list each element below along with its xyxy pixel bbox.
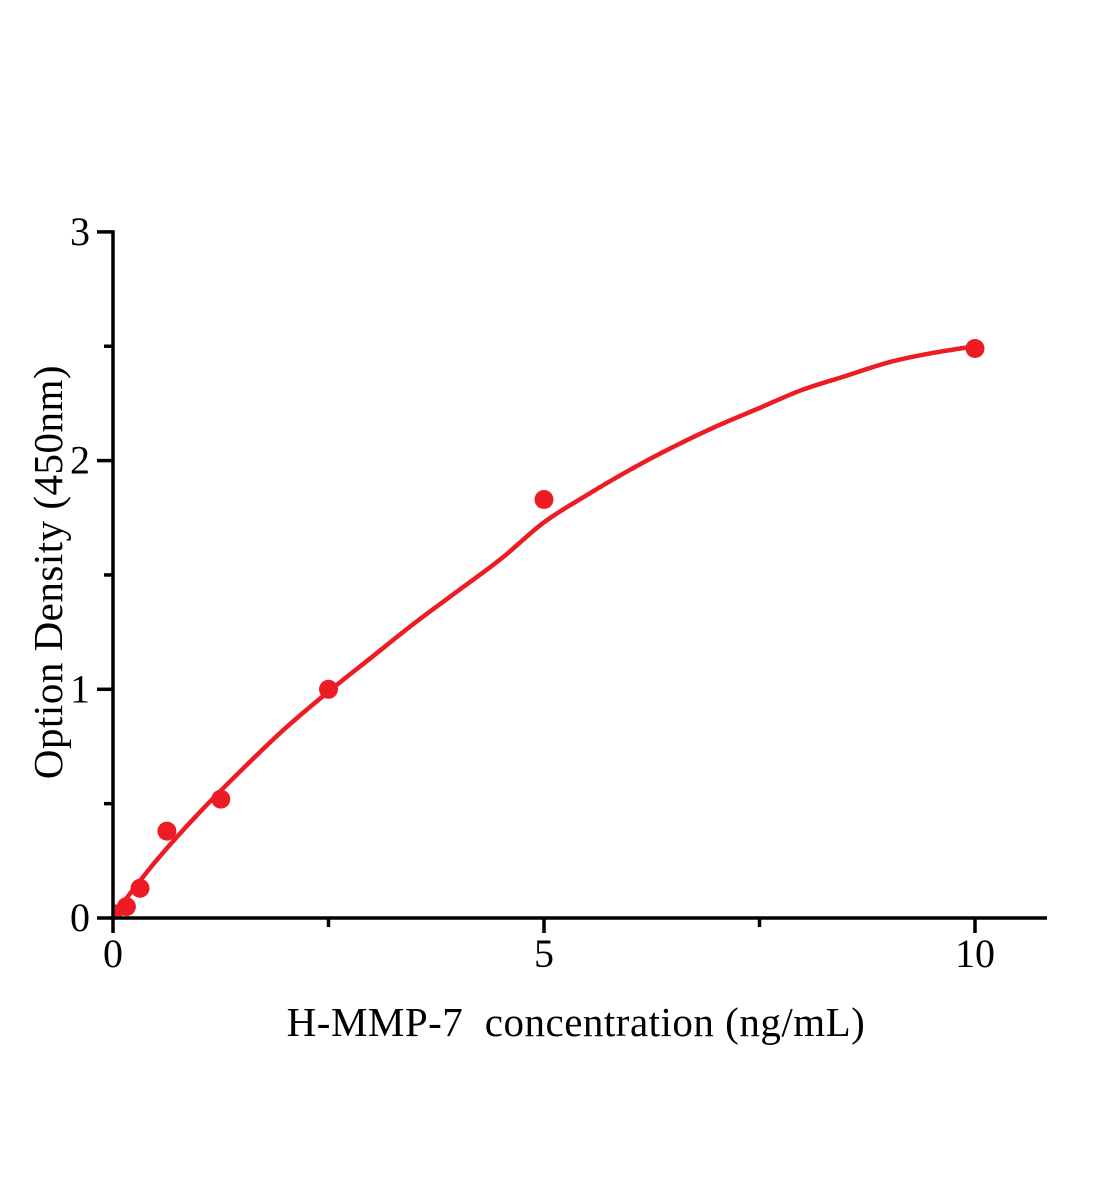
y-axis-title: Option Density (450nm) [25, 364, 71, 780]
x-tick-label: 0 [103, 931, 123, 976]
fit-curve-line [114, 344, 978, 917]
y-tick-label: 3 [70, 209, 90, 254]
data-point [130, 878, 150, 898]
data-point [965, 339, 985, 358]
data-point [534, 490, 554, 509]
y-tick-label: 1 [70, 666, 90, 711]
x-tick-label: 5 [534, 931, 554, 976]
x-axis-title: H-MMP-7 concentration (ng/mL) [286, 999, 866, 1045]
y-tick-label: 2 [70, 438, 90, 483]
data-point [211, 789, 231, 809]
data-point [157, 821, 177, 841]
data-point [319, 679, 338, 699]
y-tick-label: 0 [70, 895, 90, 940]
data-point [116, 897, 136, 917]
series-group [114, 339, 985, 917]
x-tick-label: 10 [955, 931, 995, 976]
tick-labels: 0 5 10 0 1 2 3 [70, 209, 995, 976]
axes [97, 230, 1047, 933]
